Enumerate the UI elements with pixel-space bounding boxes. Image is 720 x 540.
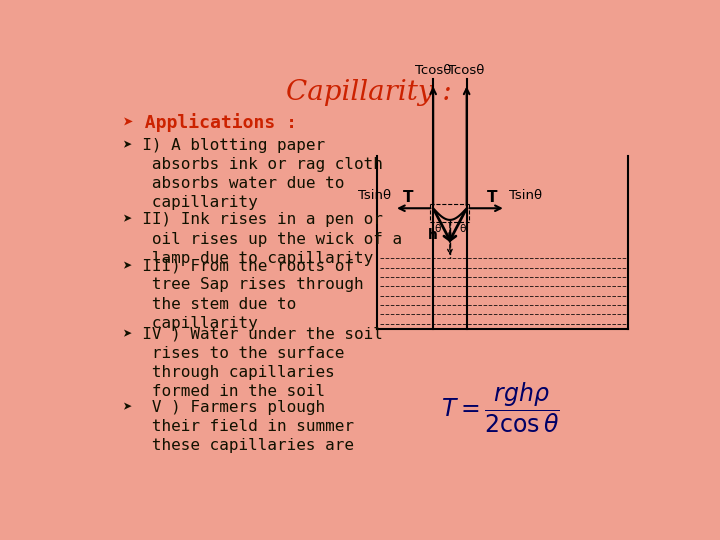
Text: ➤ I) A blotting paper
   absorbs ink or rag cloth
   absorbs water due to
   cap: ➤ I) A blotting paper absorbs ink or rag… [124, 138, 383, 210]
Text: Capillarity :: Capillarity : [286, 79, 452, 106]
Text: Tcosθ: Tcosθ [449, 64, 485, 77]
Text: Tsinθ: Tsinθ [508, 189, 541, 202]
Text: θ: θ [434, 224, 441, 234]
Text: ➤ Applications :: ➤ Applications : [124, 113, 297, 132]
Text: θ: θ [459, 224, 465, 234]
Text: ➤ II) Ink rises in a pen or
   oil rises up the wick of a
   lamp due to capilla: ➤ II) Ink rises in a pen or oil rises up… [124, 212, 402, 266]
Text: T: T [402, 191, 413, 205]
Text: Tsinθ: Tsinθ [358, 189, 392, 202]
Text: $T = \dfrac{rgh\rho}{2\cos\theta}$: $T = \dfrac{rgh\rho}{2\cos\theta}$ [441, 381, 559, 435]
Text: ➤  V ) Farmers plough
   their field in summer
   these capillaries are: ➤ V ) Farmers plough their field in summ… [124, 400, 354, 453]
Text: T: T [487, 191, 497, 205]
Text: ➤ III) From the roots of
   tree Sap rises through
   the stem due to
   capilla: ➤ III) From the roots of tree Sap rises … [124, 258, 364, 330]
Text: h: h [428, 228, 438, 242]
Text: ➤ IV ) Water under the soil
   rises to the surface
   through capillaries
   fo: ➤ IV ) Water under the soil rises to the… [124, 327, 383, 400]
Text: Tcosθ: Tcosθ [415, 64, 451, 77]
FancyBboxPatch shape [79, 60, 660, 489]
